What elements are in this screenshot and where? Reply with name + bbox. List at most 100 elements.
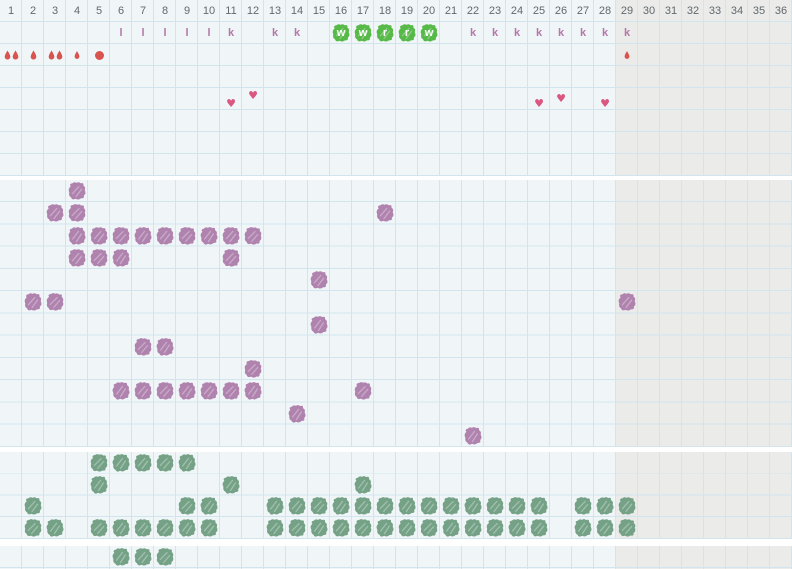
purple-symptom-blob[interactable] xyxy=(44,292,65,313)
day-number[interactable]: 4 xyxy=(73,5,81,17)
purple-symptom-blob[interactable] xyxy=(242,381,263,402)
category-letter[interactable]: k xyxy=(535,27,543,39)
category-letter[interactable]: k xyxy=(469,27,477,39)
purple-symptom-blob[interactable] xyxy=(308,314,329,335)
green-symptom-blob[interactable] xyxy=(330,496,351,517)
green-symptom-blob[interactable] xyxy=(22,517,43,538)
green-symptom-blob[interactable] xyxy=(199,518,219,538)
day-number[interactable]: 1 xyxy=(7,5,15,17)
category-letter[interactable]: k xyxy=(293,27,301,39)
green-letter-blob[interactable]: w xyxy=(419,23,439,43)
purple-symptom-blob[interactable] xyxy=(88,247,109,268)
purple-symptom-blob[interactable] xyxy=(199,381,219,401)
green-symptom-blob[interactable] xyxy=(352,517,373,538)
purple-symptom-blob[interactable] xyxy=(375,203,395,223)
green-symptom-blob[interactable] xyxy=(308,496,329,517)
green-symptom-blob[interactable] xyxy=(440,517,461,538)
green-symptom-blob[interactable] xyxy=(154,517,175,538)
purple-symptom-blob[interactable] xyxy=(132,336,153,357)
day-number[interactable]: 3 xyxy=(51,5,59,17)
category-letter[interactable]: l xyxy=(185,27,189,39)
day-number[interactable]: 21 xyxy=(444,5,458,17)
day-number[interactable]: 15 xyxy=(312,5,326,17)
day-number[interactable]: 30 xyxy=(642,5,656,17)
purple-symptom-blob[interactable] xyxy=(67,181,87,201)
green-symptom-blob[interactable] xyxy=(154,452,175,473)
green-letter-blob[interactable]: r xyxy=(375,23,395,43)
day-number[interactable]: 8 xyxy=(161,5,169,17)
day-number[interactable]: 27 xyxy=(576,5,590,17)
day-number[interactable]: 18 xyxy=(378,5,392,17)
day-number[interactable]: 6 xyxy=(117,5,125,17)
day-number[interactable]: 32 xyxy=(686,5,700,17)
green-symptom-blob[interactable] xyxy=(88,452,109,473)
day-number[interactable]: 7 xyxy=(139,5,147,17)
purple-symptom-blob[interactable] xyxy=(23,292,43,312)
purple-symptom-blob[interactable] xyxy=(176,381,197,402)
heart-icon[interactable]: ♥ xyxy=(556,92,566,105)
bleeding-entry[interactable] xyxy=(66,44,88,66)
heart-icon[interactable]: ♥ xyxy=(226,97,236,110)
day-number[interactable]: 11 xyxy=(225,5,237,17)
purple-symptom-blob[interactable] xyxy=(198,225,219,246)
day-number[interactable]: 5 xyxy=(95,5,103,17)
day-number[interactable]: 23 xyxy=(488,5,502,17)
green-symptom-blob[interactable] xyxy=(44,517,65,538)
green-symptom-blob[interactable] xyxy=(506,517,527,538)
green-symptom-blob[interactable] xyxy=(110,517,131,538)
green-symptom-blob[interactable] xyxy=(529,518,549,538)
day-number[interactable]: 25 xyxy=(532,5,546,17)
category-letter[interactable]: k xyxy=(227,27,235,39)
purple-symptom-blob[interactable] xyxy=(220,381,241,402)
green-symptom-blob[interactable] xyxy=(88,474,109,495)
purple-symptom-blob[interactable] xyxy=(66,203,87,224)
bleeding-entry[interactable] xyxy=(616,44,638,66)
green-symptom-blob[interactable] xyxy=(133,518,153,538)
green-symptom-blob[interactable] xyxy=(617,496,637,516)
green-symptom-blob[interactable] xyxy=(374,517,395,538)
green-symptom-blob[interactable] xyxy=(286,517,307,538)
green-symptom-blob[interactable] xyxy=(176,496,197,517)
green-letter-blob[interactable]: w xyxy=(331,23,351,43)
green-symptom-blob[interactable] xyxy=(463,518,483,538)
day-number[interactable]: 14 xyxy=(290,5,304,17)
bleeding-entry[interactable] xyxy=(0,44,22,66)
green-symptom-blob[interactable] xyxy=(176,452,197,473)
purple-symptom-blob[interactable] xyxy=(67,248,87,268)
category-letter[interactable]: k xyxy=(513,27,521,39)
green-symptom-blob[interactable] xyxy=(88,517,109,538)
green-symptom-blob[interactable] xyxy=(572,517,593,538)
category-letter[interactable]: k xyxy=(491,27,499,39)
day-number[interactable]: 9 xyxy=(183,5,191,17)
purple-symptom-blob[interactable] xyxy=(89,226,109,246)
purple-symptom-blob[interactable] xyxy=(154,381,175,402)
green-symptom-blob[interactable] xyxy=(595,518,615,538)
day-number[interactable]: 2 xyxy=(29,5,37,17)
day-number[interactable]: 12 xyxy=(246,5,260,17)
heart-icon[interactable]: ♥ xyxy=(248,89,258,102)
category-letter[interactable]: l xyxy=(141,27,145,39)
green-symptom-blob[interactable] xyxy=(528,496,549,517)
category-letter[interactable]: k xyxy=(601,27,609,39)
purple-symptom-blob[interactable] xyxy=(242,225,263,246)
purple-symptom-blob[interactable] xyxy=(309,270,329,290)
green-symptom-blob[interactable] xyxy=(220,474,241,495)
category-letter[interactable]: l xyxy=(119,27,123,39)
green-symptom-blob[interactable] xyxy=(418,517,439,538)
green-symptom-blob[interactable] xyxy=(485,496,505,516)
day-number[interactable]: 22 xyxy=(466,5,480,17)
bleeding-entry[interactable] xyxy=(44,44,66,66)
green-symptom-blob[interactable] xyxy=(154,546,175,567)
green-symptom-blob[interactable] xyxy=(264,496,285,517)
day-number[interactable]: 34 xyxy=(730,5,744,17)
purple-symptom-blob[interactable] xyxy=(154,336,175,357)
day-number[interactable]: 24 xyxy=(510,5,524,17)
day-number[interactable]: 33 xyxy=(708,5,722,17)
green-symptom-blob[interactable] xyxy=(110,546,131,567)
day-number[interactable]: 31 xyxy=(664,5,678,17)
green-symptom-blob[interactable] xyxy=(572,496,593,517)
purple-symptom-blob[interactable] xyxy=(155,226,175,246)
green-symptom-blob[interactable] xyxy=(133,547,153,567)
day-number[interactable]: 20 xyxy=(422,5,436,17)
purple-symptom-blob[interactable] xyxy=(66,225,87,246)
